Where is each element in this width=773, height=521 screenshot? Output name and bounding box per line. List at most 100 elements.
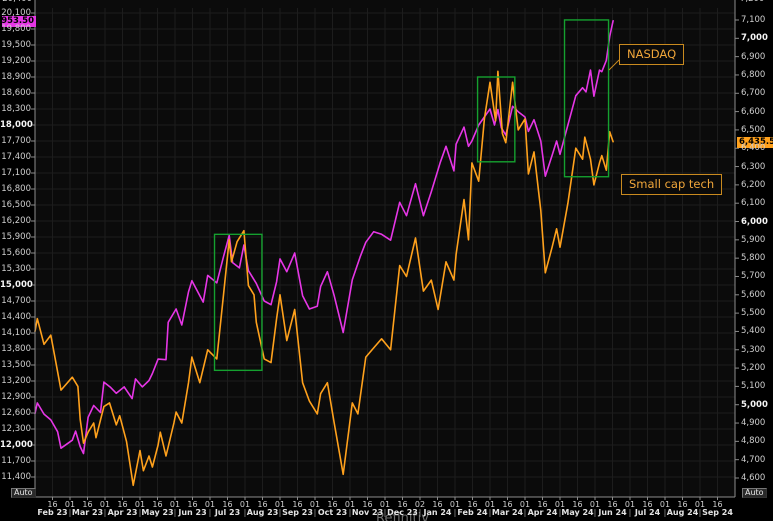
y-axis-label-left[interactable]: 19,500 xyxy=(1,40,31,50)
x-tick-label[interactable]: 16 xyxy=(432,500,443,509)
x-month-label[interactable]: Jul 24 xyxy=(634,508,661,517)
x-month-label[interactable]: Jan 24 xyxy=(423,508,452,517)
x-tick-label[interactable]: 16 xyxy=(117,500,128,509)
x-tick-label[interactable]: 01 xyxy=(554,500,566,509)
x-tick-label[interactable]: 16 xyxy=(502,500,513,509)
y-axis-label-right[interactable]: 7,100 xyxy=(741,15,766,25)
x-tick-label[interactable]: 16 xyxy=(572,500,583,509)
smallcap-callout-label[interactable]: Small cap tech xyxy=(621,174,723,195)
x-tick-label[interactable]: 01 xyxy=(309,500,321,509)
y-axis-label-left[interactable]: 13,200 xyxy=(1,376,31,386)
x-tick-label[interactable]: 16 xyxy=(82,500,93,509)
x-month-label[interactable]: Oct 23 xyxy=(317,508,348,517)
y-axis-label-left[interactable]: 13,500 xyxy=(1,360,31,370)
y-axis-label-left[interactable]: 15,300 xyxy=(1,264,31,274)
y-axis-label-left[interactable]: 15,000 xyxy=(0,280,33,290)
x-month-label[interactable]: Sep 23 xyxy=(282,508,313,517)
y-axis-label-left[interactable]: 11,400 xyxy=(1,472,31,482)
y-axis-label-right[interactable]: 6,300 xyxy=(741,161,766,172)
y-axis-label-right[interactable]: 6,600 xyxy=(741,106,766,117)
y-axis-label-right[interactable]: 6,100 xyxy=(741,198,766,209)
x-tick-label[interactable]: 16 xyxy=(327,500,338,509)
x-month-label[interactable]: Apr 23 xyxy=(107,508,138,517)
x-month-label[interactable]: Mar 24 xyxy=(491,508,524,517)
y-axis-label-right[interactable]: 6,800 xyxy=(741,69,766,80)
x-month-label[interactable]: Jun 24 xyxy=(598,508,627,517)
x-tick-label[interactable]: 01 xyxy=(694,500,706,509)
y-axis-label-right[interactable]: 5,800 xyxy=(741,253,766,264)
x-tick-label[interactable]: 16 xyxy=(537,500,548,509)
y-axis-label-left[interactable]: 17,400 xyxy=(1,152,31,162)
x-month-label[interactable]: Apr 24 xyxy=(527,508,558,517)
y-axis-label-left[interactable]: 14,100 xyxy=(1,328,31,338)
x-month-label[interactable]: Jun 23 xyxy=(178,508,207,517)
x-tick-label[interactable]: 01 xyxy=(344,500,356,509)
y-axis-label-left[interactable]: 16,500 xyxy=(1,200,31,210)
y-axis-label-right[interactable]: 6,500 xyxy=(741,124,766,135)
x-tick-label[interactable]: 16 xyxy=(642,500,653,509)
x-month-label[interactable]: Sep 24 xyxy=(702,508,733,517)
y-axis-label-left[interactable]: 11,700 xyxy=(1,456,31,466)
x-month-label[interactable]: Feb 23 xyxy=(37,508,68,517)
y-axis-label-left[interactable]: 12,000 xyxy=(0,440,33,450)
x-month-label[interactable]: May 24 xyxy=(561,508,594,517)
y-axis-label-right[interactable]: 4,900 xyxy=(741,418,766,429)
x-month-label[interactable]: Dec 23 xyxy=(387,508,418,517)
y-axis-label-left[interactable]: 12,600 xyxy=(1,408,31,418)
x-month-label[interactable]: Feb 24 xyxy=(457,508,488,517)
x-tick-label[interactable]: 16 xyxy=(677,500,688,509)
x-tick-label[interactable]: 16 xyxy=(187,500,198,509)
x-month-label[interactable]: Aug 23 xyxy=(246,508,279,517)
x-tick-label[interactable]: 16 xyxy=(222,500,233,509)
x-tick-label[interactable]: 01 xyxy=(519,500,531,509)
x-tick-label[interactable]: 16 xyxy=(47,500,58,509)
x-month-label[interactable]: Jul 23 xyxy=(214,508,241,517)
x-tick-label[interactable]: 16 xyxy=(607,500,618,509)
x-tick-label[interactable]: 01 xyxy=(449,500,461,509)
y-axis-label-right[interactable]: 6,200 xyxy=(741,179,766,190)
auto-scale-button-left[interactable]: Auto xyxy=(11,488,36,498)
x-month-label[interactable]: Mar 23 xyxy=(71,508,104,517)
x-tick-label[interactable]: 16 xyxy=(397,500,408,509)
y-axis-label-left[interactable]: 17,100 xyxy=(1,168,31,178)
x-tick-label[interactable]: 16 xyxy=(467,500,478,509)
x-tick-label[interactable]: 01 xyxy=(169,500,181,509)
y-axis-label-left[interactable]: 12,300 xyxy=(1,424,31,434)
y-axis-label-right[interactable]: 5,300 xyxy=(741,344,766,355)
y-axis-label-left[interactable]: 16,800 xyxy=(1,184,31,194)
x-month-label[interactable]: May 23 xyxy=(141,508,174,517)
x-tick-label[interactable]: 01 xyxy=(204,500,216,509)
y-axis-label-left[interactable]: 18,000 xyxy=(0,120,33,130)
x-tick-label[interactable]: 01 xyxy=(239,500,251,509)
y-axis-label-right[interactable]: 5,400 xyxy=(741,326,766,337)
y-axis-label-left[interactable]: 20,100 xyxy=(1,8,31,18)
x-tick-label[interactable]: 16 xyxy=(257,500,268,509)
y-axis-label-right[interactable]: 6,700 xyxy=(741,88,766,99)
x-tick-label[interactable]: 01 xyxy=(589,500,601,509)
y-axis-label-right[interactable]: 5,000 xyxy=(741,399,768,410)
y-axis-label-right[interactable]: 5,100 xyxy=(741,381,766,392)
x-tick-label[interactable]: 16 xyxy=(292,500,303,509)
y-axis-label-left[interactable]: 15,900 xyxy=(1,232,31,242)
y-axis-label-left[interactable]: 16,200 xyxy=(1,216,31,226)
auto-scale-button-right[interactable]: Auto xyxy=(742,488,767,498)
y-axis-label-left[interactable]: 18,600 xyxy=(1,88,31,98)
y-axis-label-left[interactable]: 14,400 xyxy=(1,312,31,322)
y-axis-label-right[interactable]: 7,000 xyxy=(741,33,768,44)
y-axis-label-right[interactable]: 4,800 xyxy=(741,436,766,447)
y-axis-label-right[interactable]: 6,000 xyxy=(741,216,768,227)
y-axis-label-left[interactable]: 14,700 xyxy=(1,296,31,306)
x-tick-label[interactable]: 01 xyxy=(659,500,671,509)
y-axis-label-left[interactable]: 18,300 xyxy=(1,104,31,114)
y-axis-label-right[interactable]: 5,900 xyxy=(741,234,766,245)
y-axis-label-left[interactable]: 18,900 xyxy=(1,72,31,82)
y-axis-label-right[interactable]: 4,700 xyxy=(741,454,766,465)
x-tick-label[interactable]: 01 xyxy=(484,500,496,509)
y-axis-label-right[interactable]: 5,600 xyxy=(741,289,766,300)
x-month-label[interactable]: Aug 24 xyxy=(666,508,699,517)
y-axis-label-right[interactable]: 4,600 xyxy=(741,473,766,483)
x-month-label[interactable]: Nov 23 xyxy=(351,508,384,517)
y-axis-label-left[interactable]: 13,800 xyxy=(1,344,31,354)
y-axis-label-right[interactable]: 5,700 xyxy=(741,271,766,282)
y-axis-label-right[interactable]: 5,500 xyxy=(741,308,766,319)
